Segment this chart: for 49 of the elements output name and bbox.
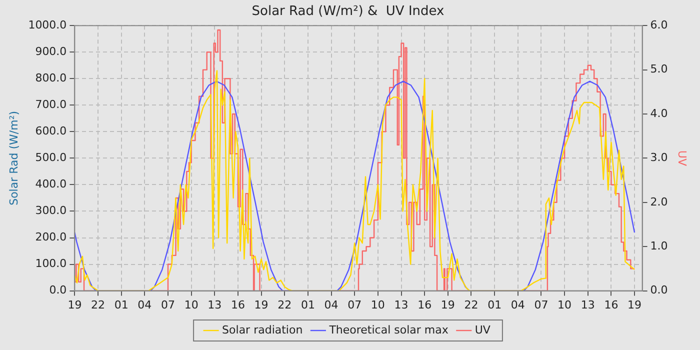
y2-tick-label: 0.0 <box>650 284 668 297</box>
y2-tick-label: 4.0 <box>650 106 668 120</box>
x-tick-label: 13 <box>208 298 222 312</box>
x-tick-label: 19 <box>254 298 268 312</box>
x-tick-label: 19 <box>440 298 455 312</box>
y-tick-label: 900.0 <box>35 44 67 58</box>
x-tick-label: 01 <box>488 298 502 312</box>
x-tick-label: 16 <box>418 298 432 312</box>
y-tick-label: 800.0 <box>35 72 67 84</box>
y-axis-title: Solar Rad (W/m²) <box>7 110 20 206</box>
x-tick-label: 16 <box>604 298 618 312</box>
x-tick-label: 10 <box>370 298 385 312</box>
y2-tick-label: 3.0 <box>650 151 668 164</box>
x-tick-label: 19 <box>628 298 642 312</box>
chart-title: Solar Rad (W/m²) & UV Index <box>252 4 445 20</box>
x-tick-label: 04 <box>510 298 525 312</box>
legend-label: Theoretical solar max <box>328 323 449 336</box>
x-tick-label: 10 <box>184 298 198 312</box>
x-tick-label: 04 <box>138 298 152 312</box>
x-tick-label: 22 <box>464 298 478 312</box>
y2-tick-label: 5.0 <box>650 62 668 76</box>
y-tick-label: 100.0 <box>35 257 67 270</box>
y2-axis-title: UV <box>676 150 689 166</box>
y-tick-label: 1000.0 <box>28 18 67 32</box>
x-tick-label: 01 <box>114 298 128 312</box>
y-tick-label: 0.0 <box>49 284 67 297</box>
y2-tick-label: 6.0 <box>650 18 668 32</box>
x-tick-label: 07 <box>160 298 175 312</box>
x-tick-label: 16 <box>230 298 245 312</box>
x-tick-label: 07 <box>534 298 548 312</box>
x-tick-label: 22 <box>278 298 292 312</box>
x-tick-label: 13 <box>394 298 408 312</box>
y2-tick-label: 1.0 <box>650 239 668 252</box>
y2-tick-label: 2.0 <box>650 195 668 208</box>
x-tick-label: 04 <box>324 298 338 312</box>
x-tick-label: 13 <box>580 298 595 312</box>
x-tick-label: 01 <box>300 298 315 312</box>
y-tick-label: 700.0 <box>35 98 67 112</box>
y-tick-label: 400.0 <box>35 178 67 191</box>
x-tick-label: 07 <box>348 298 362 312</box>
x-tick-label: 22 <box>91 298 106 312</box>
legend-label: UV <box>474 323 491 336</box>
y-tick-label: 200.0 <box>35 230 67 244</box>
y-tick-label: 600.0 <box>35 124 67 138</box>
legend-label: Solar radiation <box>222 323 303 336</box>
x-tick-label: 10 <box>558 298 572 312</box>
y-tick-label: 500.0 <box>35 151 67 164</box>
y-tick-label: 300.0 <box>35 204 67 218</box>
x-tick-label: 19 <box>68 298 82 312</box>
